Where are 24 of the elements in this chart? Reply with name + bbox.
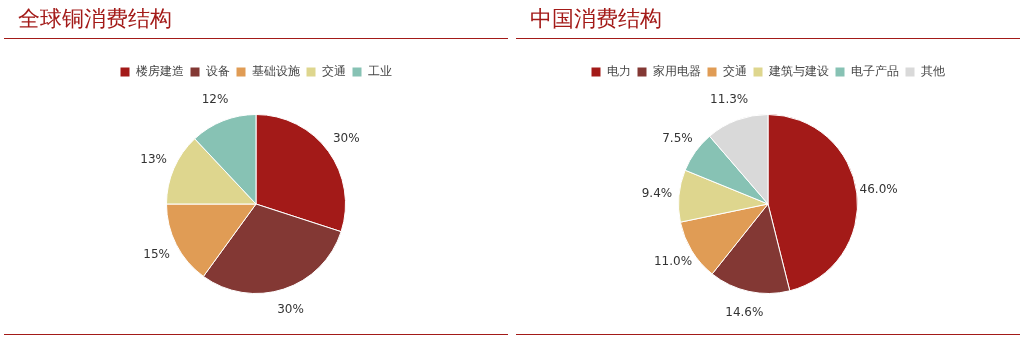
- data-label: 13%: [140, 151, 168, 166]
- legend-label: 电子产品: [851, 64, 899, 79]
- legend-label: 设备: [206, 64, 230, 79]
- legend-label: 楼房建造: [136, 64, 184, 79]
- data-label: 46.0%: [859, 182, 898, 197]
- data-label: 9.4%: [641, 185, 673, 200]
- legend-label: 其他: [921, 64, 945, 79]
- legend-label: 电力: [607, 64, 631, 79]
- legend-label: 交通: [322, 64, 346, 79]
- data-label: 15%: [143, 246, 170, 261]
- legend-label: 建筑与建设: [768, 64, 829, 79]
- legend-label: 交通: [723, 64, 747, 79]
- data-label: 11.0%: [653, 254, 693, 269]
- data-label: 30%: [277, 302, 304, 317]
- chart-title: 全球铜消费结构: [17, 5, 173, 33]
- chart-title: 中国消费结构: [529, 5, 663, 33]
- data-label: 12%: [201, 92, 229, 107]
- data-label: 30%: [332, 130, 360, 145]
- data-label: 7.5%: [662, 131, 693, 146]
- legend-label: 工业: [368, 64, 392, 79]
- data-label: 11.3%: [710, 91, 749, 106]
- data-label: 14.6%: [725, 305, 764, 320]
- legend-label: 基础设施: [252, 64, 300, 79]
- legend-label: 家用电器: [653, 64, 701, 79]
